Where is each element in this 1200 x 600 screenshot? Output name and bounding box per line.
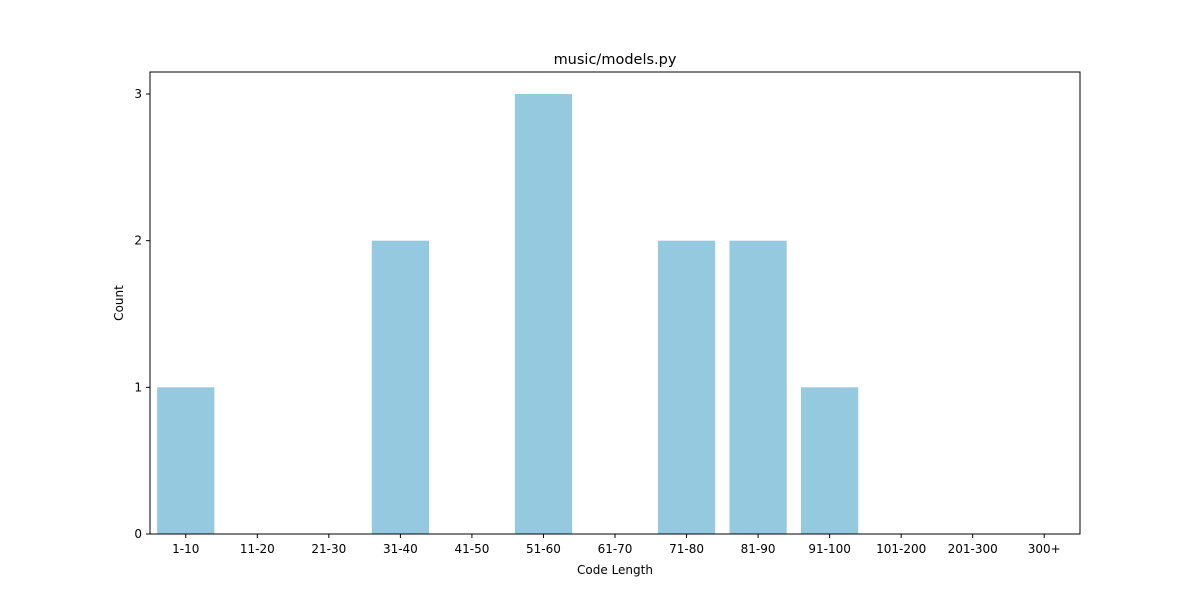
x-tick-label: 21-30 — [311, 542, 346, 556]
bar-31-40 — [371, 240, 429, 534]
x-tick-label: 101-200 — [876, 542, 926, 556]
y-tick-label: 2 — [134, 234, 142, 248]
y-axis: 0 1 2 3 — [134, 87, 150, 541]
bar-91-100 — [801, 387, 859, 534]
x-axis: 1-10 11-20 21-30 31-40 41-50 51-60 61-70 71-80 8… — [172, 534, 1061, 556]
x-tick-label: 71-80 — [669, 542, 704, 556]
x-axis-label: Code Length — [577, 563, 653, 577]
x-tick-label: 11-20 — [240, 542, 275, 556]
bar-81-90 — [729, 240, 787, 534]
x-tick-label: 41-50 — [454, 542, 489, 556]
bars-layer — [157, 94, 859, 534]
y-tick-label: 1 — [134, 380, 142, 394]
x-tick-label: 91-100 — [808, 542, 851, 556]
x-tick-label: 1-10 — [172, 542, 199, 556]
x-tick-label: 51-60 — [526, 542, 561, 556]
x-tick-label: 31-40 — [383, 542, 418, 556]
chart-title: music/models.py — [554, 52, 677, 68]
x-tick-label: 300+ — [1028, 542, 1061, 556]
bar-51-60 — [514, 94, 573, 534]
y-tick-label: 3 — [134, 87, 142, 101]
y-tick-label: 0 — [134, 527, 142, 541]
x-tick-label: 201-300 — [948, 542, 998, 556]
bar-1-10 — [157, 387, 215, 534]
x-tick-label: 61-70 — [598, 542, 633, 556]
bar-71-80 — [657, 240, 716, 534]
y-axis-label: Count — [112, 285, 126, 321]
x-tick-label: 81-90 — [741, 542, 776, 556]
